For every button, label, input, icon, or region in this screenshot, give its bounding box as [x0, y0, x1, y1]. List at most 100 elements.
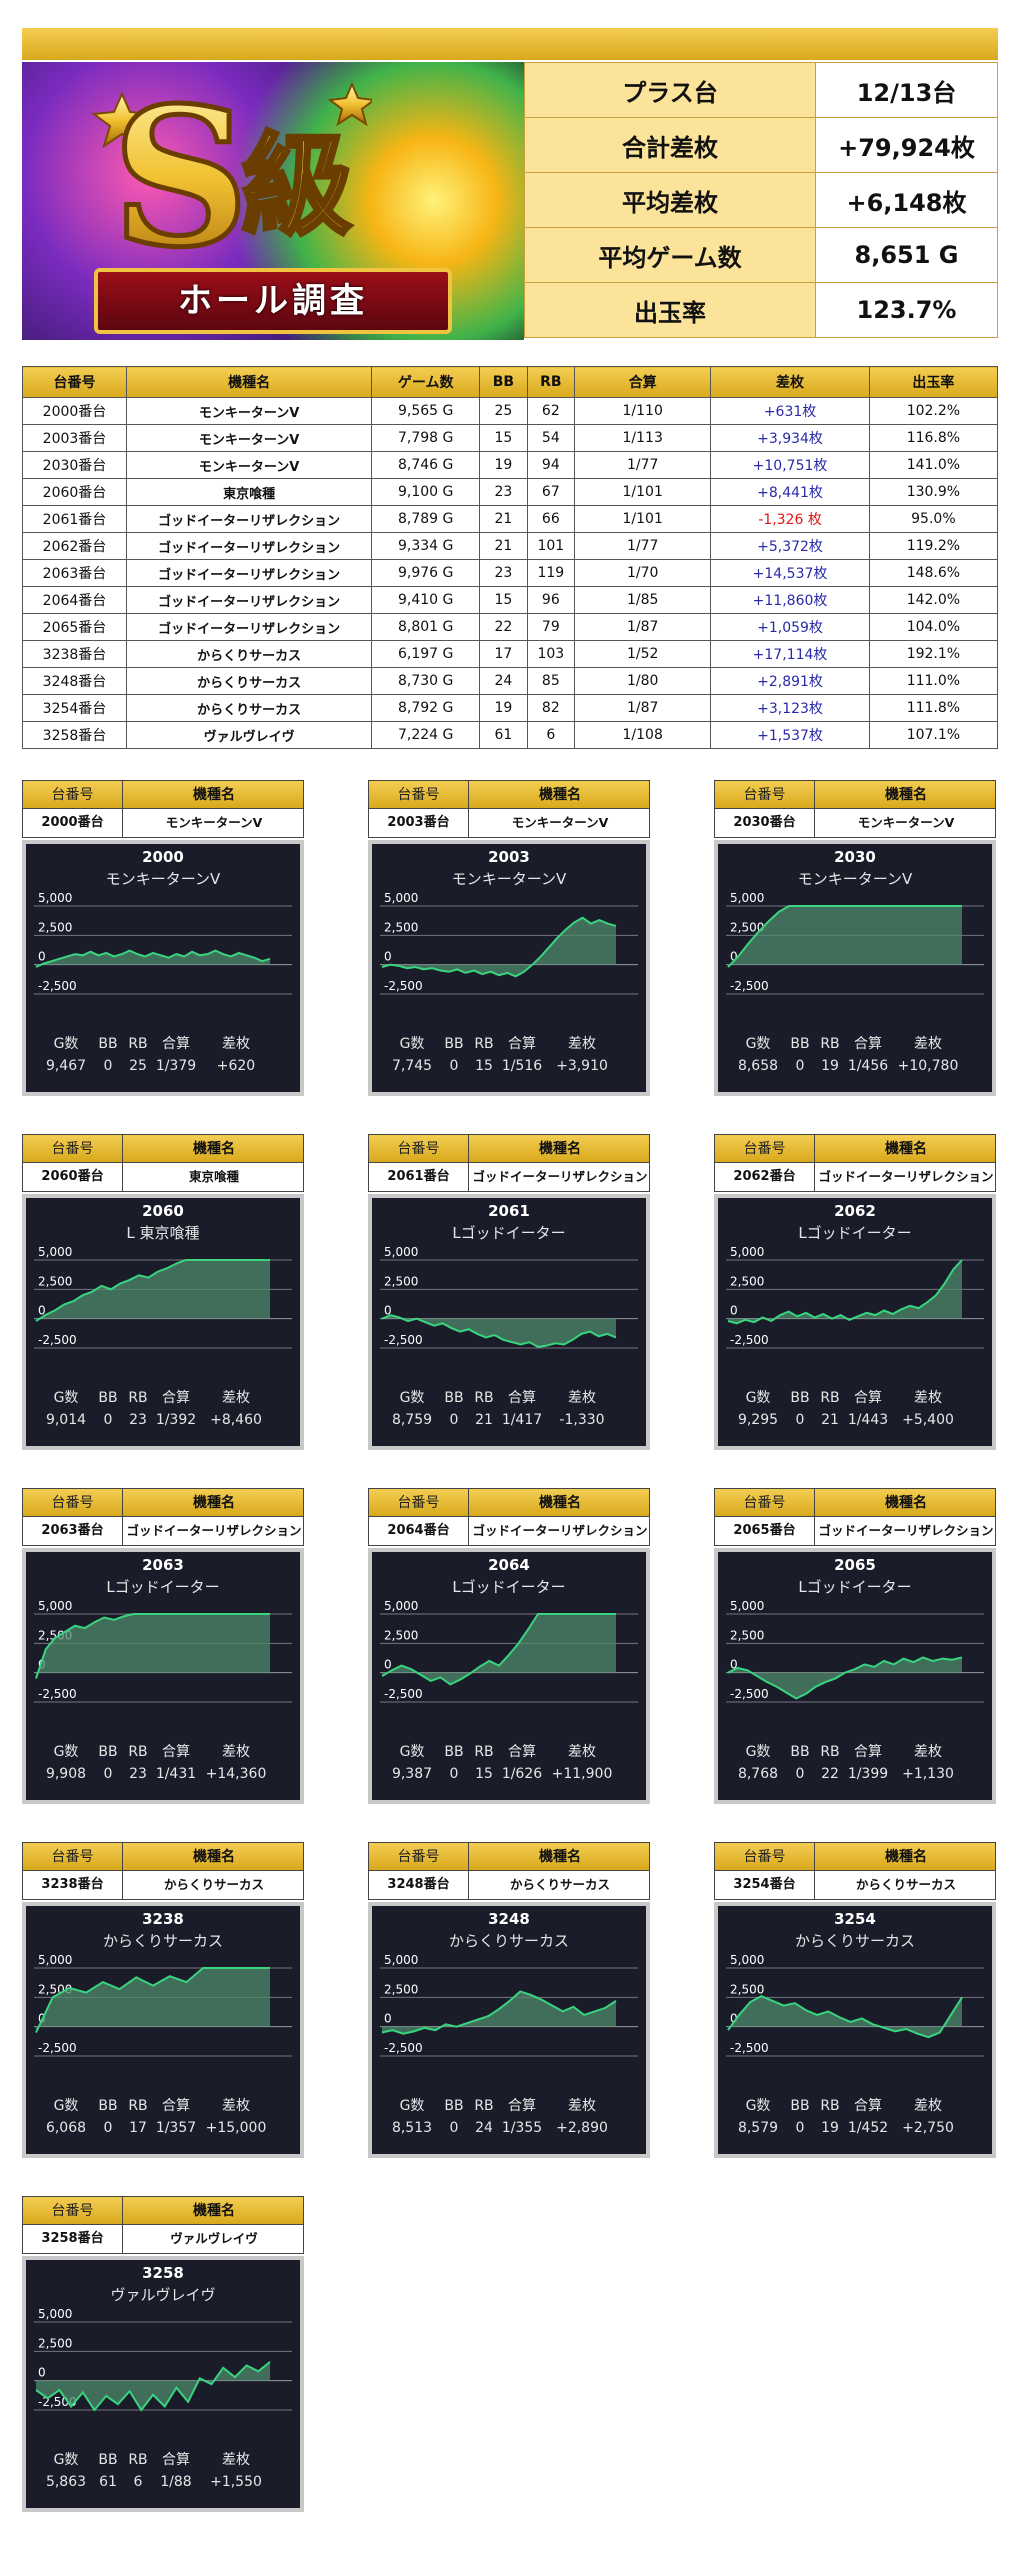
- card-label-machine-no: 台番号: [715, 1135, 815, 1163]
- table-cell: 22: [479, 613, 528, 641]
- table-cell: 15: [479, 424, 528, 452]
- card-machine-no: 2003番台: [369, 809, 469, 837]
- summary-label: 合計差枚: [524, 117, 816, 173]
- stats-value: 23: [129, 1412, 147, 1428]
- stats-header: G数: [54, 2098, 79, 2114]
- table-header: 差枚: [710, 366, 870, 398]
- graph-number: 3248: [488, 1910, 530, 1928]
- card-label-machine-name: 機種名: [193, 787, 235, 803]
- y-tick-label: 5,000: [384, 1953, 418, 1967]
- y-tick-label: 0: [384, 1658, 392, 1672]
- slump-graph: 2000モンキーターンV5,0002,5000-2,500G数9,467BB0R…: [34, 848, 292, 1074]
- machine-card: 台番号 機種名 3254番台 からくりサーカス 3254 からくりサーカス 5,000 2,5…: [714, 1842, 996, 2158]
- card-header: 台番号 機種名 3258番台 ヴァルヴレイヴ: [22, 2196, 304, 2254]
- table-cell: 148.6%: [868, 559, 999, 587]
- table-cell: 2060番台: [22, 478, 127, 506]
- y-tick-label: 2,500: [384, 1274, 418, 1288]
- stats-value: 1/357: [156, 2120, 196, 2136]
- graph-line: [381, 1613, 616, 1686]
- stats-header: 差枚: [914, 1390, 942, 1406]
- table-cell: 103: [526, 640, 576, 668]
- graph-area: [728, 1996, 962, 2038]
- stats-value: +15,000: [206, 2120, 267, 2136]
- summary-label: 平均差枚: [524, 172, 816, 228]
- table-cell: 116.8%: [868, 424, 999, 452]
- stats-value: 6: [134, 2474, 143, 2490]
- stats-header: RB: [128, 1036, 147, 1052]
- y-tick-label: 5,000: [38, 1245, 72, 1259]
- stats-value: 1/456: [848, 1058, 888, 1074]
- graph-title: からくりサーカス: [103, 1932, 223, 1950]
- table-cell: 9,100 G: [371, 478, 481, 506]
- table-row: 3238番台 からくりサーカス 6,197 G 17 103 1/52 +17,114枚 19…: [22, 640, 999, 668]
- graph-area: [382, 1991, 616, 2034]
- summary-value: 12/13台: [815, 62, 998, 118]
- card-label-machine-name: 機種名: [539, 1849, 581, 1865]
- stats-value: 0: [104, 2120, 113, 2136]
- card-label-machine-no: 台番号: [369, 1843, 469, 1871]
- stats-header: 合算: [508, 2098, 536, 2114]
- table-cell: 19: [479, 694, 528, 722]
- graph-number: 3254: [834, 1910, 876, 1928]
- slump-graph: 3248からくりサーカス5,0002,5000-2,500G数8,513BB0R…: [380, 1910, 638, 2136]
- stats-value: 61: [99, 2474, 117, 2490]
- slump-graph: 2061Lゴッドイーター5,0002,5000-2,500G数8,759BB0R…: [380, 1202, 638, 1428]
- machine-results-table: 台番号 機種名 ゲーム数 BB RB 合算 差枚 出玉率 2000番台 モンキーターンV 9,56…: [22, 366, 999, 749]
- card-machine-no: 2064番台: [369, 1517, 469, 1545]
- table-cell: 23: [479, 559, 528, 587]
- stats-header: BB: [790, 1744, 809, 1760]
- machine-card: 台番号 機種名 2062番台 ゴッドイーターリザレクション 2062 Lゴッドイーター 5,…: [714, 1134, 996, 1450]
- card-label-machine-no: 台番号: [715, 1489, 815, 1517]
- slump-graph: 3238からくりサーカス5,0002,5000-2,500G数6,068BB0R…: [34, 1910, 292, 2136]
- table-row: 2061番台 ゴッドイーターリザレクション 8,789 G 21 66 1/101 -1,3…: [22, 505, 999, 533]
- stats-value: 19: [821, 1058, 839, 1074]
- stats-value: 5,863: [46, 2474, 86, 2490]
- stats-value: 9,295: [738, 1412, 778, 1428]
- y-tick-label: 0: [730, 1304, 738, 1318]
- stats-header: 差枚: [222, 2098, 250, 2114]
- table-cell: 66: [526, 505, 576, 533]
- table-cell: 1/80: [574, 667, 712, 695]
- summary-value: +79,924枚: [815, 117, 998, 173]
- stats-header: 差枚: [914, 2098, 942, 2114]
- stats-value: 8,658: [738, 1058, 778, 1074]
- stats-value: 7,745: [392, 1058, 432, 1074]
- stats-header: BB: [790, 1036, 809, 1052]
- graph-number: 3258: [142, 2264, 184, 2282]
- table-cell: 141.0%: [868, 451, 999, 479]
- table-cell: 19: [479, 451, 528, 479]
- table-cell: 8,746 G: [371, 451, 481, 479]
- table-cell: 119: [526, 559, 576, 587]
- stats-header: 差枚: [222, 2452, 250, 2468]
- stats-header: 差枚: [222, 1390, 250, 1406]
- stats-value: +10,780: [898, 1058, 959, 1074]
- summary-table: プラス台 12/13台 合計差枚 +79,924枚 平均差枚 +6,148枚 平均ゲーム数 8…: [524, 62, 998, 338]
- machine-card: 台番号 機種名 2065番台 ゴッドイーターリザレクション 2065 Lゴッドイーター 5,…: [714, 1488, 996, 1804]
- y-tick-label: -2,500: [384, 1333, 423, 1347]
- stats-header: 差枚: [222, 1744, 250, 1760]
- summary-value: +6,148枚: [815, 172, 998, 228]
- y-tick-label: 2,500: [38, 1274, 72, 1288]
- stats-header: G数: [746, 1390, 771, 1406]
- graph-area: [36, 950, 270, 968]
- stats-value: 1/431: [156, 1766, 196, 1782]
- table-cell: 101: [526, 532, 576, 560]
- card-label-machine-no: 台番号: [715, 1843, 815, 1871]
- y-tick-label: -2,500: [384, 2041, 423, 2055]
- card-machine-no: 3254番台: [715, 1871, 815, 1899]
- stats-value: 0: [450, 1412, 459, 1428]
- graph-area: [728, 906, 962, 968]
- card-machine-no: 3248番台: [369, 1871, 469, 1899]
- y-tick-label: 0: [38, 950, 46, 964]
- y-tick-label: 0: [384, 2012, 392, 2026]
- table-cell: 1/52: [574, 640, 712, 668]
- summary-value: 123.7%: [815, 282, 998, 338]
- slump-graph-panel: 3248 からくりサーカス 5,000 2,500 0 -2,500 G数 8,513 BB 0 R…: [368, 1902, 650, 2158]
- card-machine-no: 2062番台: [715, 1163, 815, 1191]
- table-cell: +3,934枚: [710, 424, 870, 452]
- stats-header: RB: [474, 1390, 493, 1406]
- summary-row: 平均ゲーム数 8,651 G: [524, 227, 998, 283]
- graph-area: [728, 1657, 962, 1699]
- card-header: 台番号 機種名 2065番台 ゴッドイーターリザレクション: [714, 1488, 996, 1546]
- graph-line: [35, 2361, 271, 2412]
